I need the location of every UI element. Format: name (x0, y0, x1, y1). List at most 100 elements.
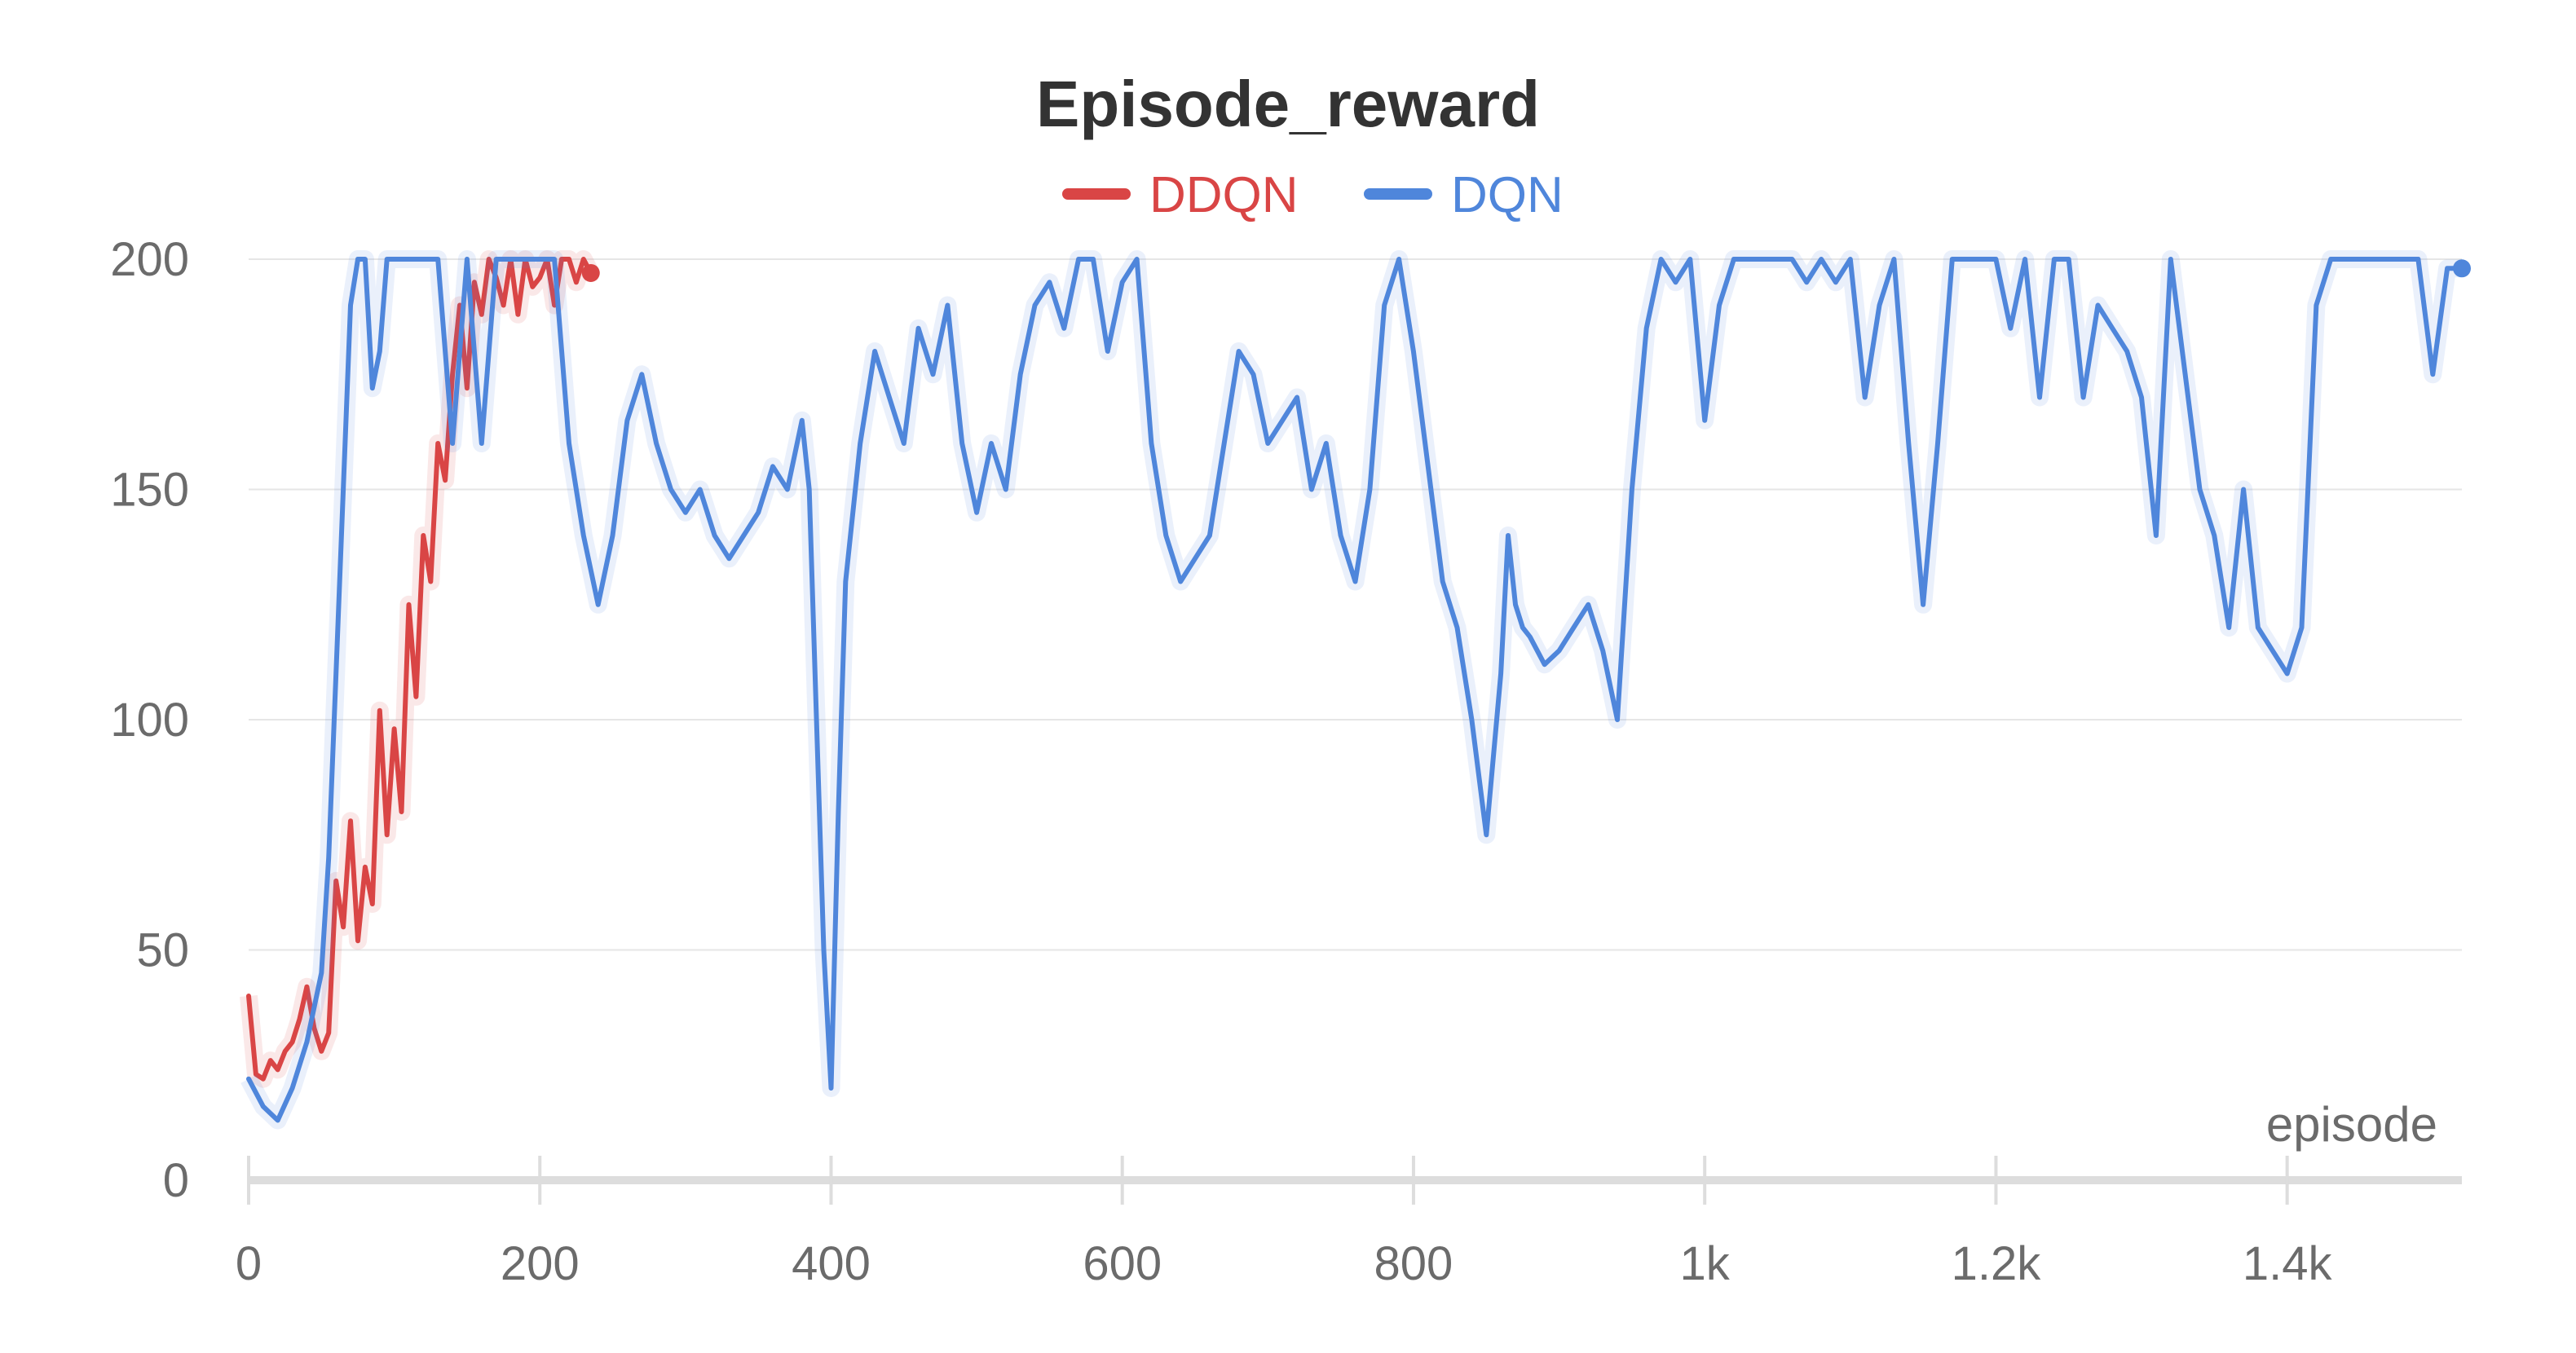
data-point-ddqn (530, 284, 535, 289)
series-dqn[interactable] (240, 250, 2471, 1130)
series-line-dqn[interactable] (246, 257, 2464, 1123)
data-point-dqn (1848, 257, 1853, 262)
data-point-ddqn (355, 938, 360, 943)
data-point-dqn (509, 257, 514, 262)
data-point-dqn (2445, 266, 2450, 271)
data-point-dqn (261, 1104, 266, 1109)
series-ddqn[interactable] (240, 250, 600, 1088)
data-point-dqn (1528, 634, 1533, 639)
data-point-dqn (1891, 257, 1896, 262)
data-point-dqn (1673, 280, 1678, 284)
data-point-dqn (1426, 464, 1431, 469)
data-point-dqn (916, 326, 921, 331)
data-point-ddqn (392, 726, 397, 731)
data-point-dqn (479, 441, 484, 446)
data-point-dqn (392, 257, 397, 262)
data-point-dqn (1804, 280, 1809, 284)
data-point-dqn (2430, 372, 2435, 377)
data-point-dqn (355, 257, 360, 262)
data-point-dqn (654, 441, 659, 446)
x-tick-label: 400 (792, 1237, 871, 1290)
data-point-dqn (741, 533, 746, 538)
legend-label-ddqn: DDQN (1149, 167, 1299, 223)
data-point-dqn (668, 487, 673, 492)
data-point-dqn (807, 487, 812, 492)
data-point-dqn (2095, 303, 2100, 308)
data-point-dqn (624, 418, 629, 423)
plot-series[interactable] (240, 250, 2471, 1130)
data-point-dqn (2212, 533, 2217, 538)
data-point-dqn (683, 510, 688, 515)
data-point-dqn (421, 257, 426, 262)
data-point-ddqn (268, 1058, 273, 1063)
data-point-dqn (1600, 648, 1605, 653)
data-point-dqn (1717, 303, 1722, 308)
data-point-dqn (2037, 395, 2042, 400)
data-point-ddqn (435, 441, 440, 446)
data-point-dqn (1993, 257, 1998, 262)
data-point-dqn (858, 441, 862, 446)
data-point-dqn (1237, 349, 1242, 354)
data-point-dqn (712, 533, 717, 538)
data-point-dqn (2285, 672, 2290, 676)
data-point-dqn (1761, 257, 1766, 262)
data-point-dqn (2022, 257, 2027, 262)
data-point-dqn (2408, 257, 2413, 262)
data-point-dqn (1339, 533, 1343, 538)
x-tick-label: 0 (236, 1237, 262, 1290)
legend-item-ddqn[interactable]: DDQN (1062, 167, 1299, 223)
data-point-dqn (370, 386, 375, 390)
x-tick-label: 600 (1083, 1237, 1162, 1290)
data-point-dqn (2168, 257, 2173, 262)
data-point-dqn (2387, 257, 2392, 262)
series-line-ddqn[interactable] (246, 257, 593, 1082)
data-point-dqn (567, 441, 571, 446)
data-point-ddqn (574, 280, 579, 284)
data-point-dqn (1149, 441, 1153, 446)
data-point-dqn (770, 464, 775, 469)
data-point-dqn (1207, 533, 1212, 538)
data-point-dqn (341, 487, 346, 492)
data-point-dqn (1324, 441, 1329, 446)
data-point-dqn (333, 672, 338, 676)
data-point-dqn (1265, 441, 1270, 446)
data-point-dqn (1178, 580, 1183, 584)
data-point-dqn (902, 441, 906, 446)
data-point-ddqn (399, 809, 404, 814)
data-point-dqn (1950, 257, 1955, 262)
data-point-dqn (2081, 395, 2086, 400)
x-axis: 0 200 400 600 800 1k 1.2k 1.4k (236, 1156, 2462, 1290)
data-point-ddqn (567, 257, 571, 262)
data-point-dqn (872, 349, 877, 354)
data-point-dqn (1702, 418, 1707, 423)
data-point-ddqn (363, 865, 368, 870)
data-point-dqn (1193, 556, 1198, 561)
data-point-dqn (836, 809, 840, 814)
data-point-dqn (1615, 717, 1620, 722)
x-axis-label: episode (2266, 1097, 2437, 1152)
data-point-ddqn (290, 1040, 295, 1045)
data-point-ddqn (304, 985, 309, 989)
data-point-ddqn (326, 1030, 331, 1035)
data-point-dqn (1775, 257, 1780, 262)
data-point-dqn (1251, 372, 1255, 377)
data-point-dqn (290, 1086, 295, 1091)
data-point-dqn (1520, 625, 1525, 630)
data-point-dqn (2226, 625, 2231, 630)
data-point-dqn (2314, 303, 2318, 308)
data-point-dqn (1382, 303, 1387, 308)
y-axis: 0 50 100 150 200 (110, 233, 189, 1207)
data-point-dqn (2372, 257, 2377, 262)
y-tick-label: 100 (110, 694, 189, 747)
data-point-ddqn (377, 708, 382, 713)
data-point-dqn (959, 441, 964, 446)
legend-item-dqn[interactable]: DQN (1364, 167, 1564, 223)
data-point-ddqn (370, 901, 375, 906)
data-point-ddqn (428, 580, 433, 584)
data-point-dqn (1295, 395, 1299, 400)
data-point-dqn (363, 257, 368, 262)
data-point-dqn (2270, 648, 2275, 653)
legend[interactable]: DDQN DQN (1062, 167, 1564, 223)
